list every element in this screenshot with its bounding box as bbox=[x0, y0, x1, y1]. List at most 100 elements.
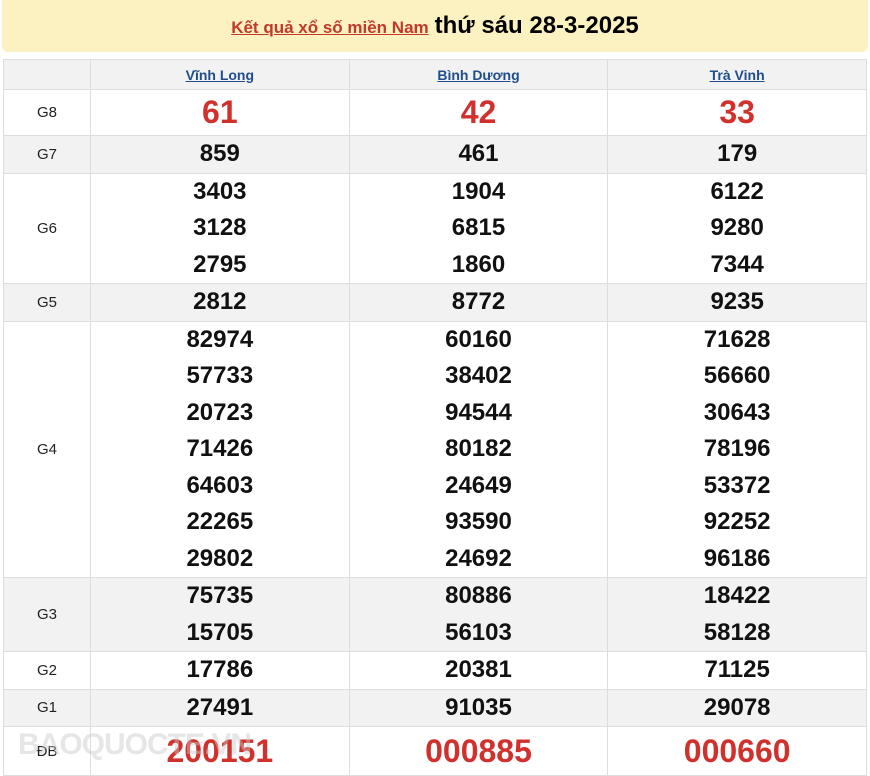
prize-row-6: G2 17786 20381 71125 bbox=[3, 651, 867, 690]
prize-number: 42 bbox=[460, 94, 497, 131]
prize-label: ĐB bbox=[3, 726, 91, 776]
prize-number: 30643 bbox=[703, 398, 771, 426]
province-header: Vĩnh Long bbox=[90, 59, 350, 90]
prize-label: G1 bbox=[3, 688, 91, 727]
prize-cell: 179 bbox=[607, 135, 867, 174]
prize-number: 60160 bbox=[445, 325, 512, 353]
prize-label: G6 bbox=[3, 172, 91, 284]
prize-number: 29078 bbox=[703, 693, 771, 721]
prize-number: 8772 bbox=[451, 288, 506, 315]
prize-label: G4 bbox=[3, 320, 91, 578]
prize-cell: 71125 bbox=[607, 651, 867, 690]
watermark: BAOQUOCTE.VN bbox=[18, 728, 252, 761]
prize-number: 27491 bbox=[186, 693, 254, 721]
prize-number: 29802 bbox=[186, 544, 254, 572]
prize-number: 000660 bbox=[683, 732, 791, 769]
prize-number: 24692 bbox=[445, 544, 512, 572]
prize-number: 2812 bbox=[193, 288, 247, 315]
prize-number: 7344 bbox=[710, 250, 764, 278]
prize-number: 859 bbox=[199, 140, 240, 167]
prize-cell: 29078 bbox=[607, 688, 867, 727]
prize-number: 75735 bbox=[186, 582, 254, 609]
prize-cell: 82974 57733 20723 71426 64603 22265 29802 bbox=[90, 320, 350, 578]
prize-number: 200151 bbox=[166, 732, 274, 769]
prize-number: 1904 bbox=[451, 177, 506, 205]
prize-cell: 461 bbox=[348, 135, 609, 174]
prize-number: 91035 bbox=[445, 693, 512, 721]
draw-date: thứ sáu 28-3-2025 bbox=[434, 12, 639, 39]
results-link[interactable]: Kết quả xổ số miền Nam bbox=[231, 18, 429, 37]
prize-cell: 200151 bbox=[90, 726, 350, 776]
header-blank bbox=[3, 59, 91, 90]
prize-number: 33 bbox=[719, 94, 755, 131]
prize-cell: 75735 15705 bbox=[90, 577, 350, 652]
prize-cell: 9235 bbox=[607, 283, 867, 322]
prize-number: 18422 bbox=[703, 582, 771, 609]
prize-number: 56103 bbox=[445, 618, 512, 646]
prize-row-4: G4 82974 57733 20723 71426 64603 22265 29802 601… bbox=[3, 320, 867, 578]
prize-row-8: ĐB 200151 000885 000660 bbox=[3, 726, 867, 776]
prize-label: G2 bbox=[3, 651, 91, 690]
prize-cell: 1904 6815 1860 bbox=[348, 172, 609, 284]
prize-number: 6815 bbox=[451, 214, 506, 241]
prize-number: 24649 bbox=[445, 471, 512, 499]
prize-cell: 42 bbox=[348, 89, 609, 136]
prize-cell: 8772 bbox=[348, 283, 609, 322]
prize-number: 71125 bbox=[704, 656, 770, 683]
prize-number: 53372 bbox=[703, 471, 771, 499]
prize-number: 93590 bbox=[445, 508, 512, 535]
prize-row-0: G8 61 42 33 bbox=[3, 89, 867, 136]
prize-cell: 20381 bbox=[348, 651, 609, 690]
prize-cell: 27491 bbox=[90, 688, 350, 727]
prize-row-5: G3 75735 15705 80886 56103 18422 58128 bbox=[3, 577, 867, 652]
prize-label: G3 bbox=[3, 577, 91, 652]
province-link[interactable]: Trà Vinh bbox=[709, 66, 765, 83]
prize-number: 64603 bbox=[186, 471, 254, 499]
prize-number: 61 bbox=[202, 94, 238, 131]
prize-number: 82974 bbox=[186, 325, 254, 353]
prize-number: 96186 bbox=[703, 544, 771, 572]
prize-row-7: G1 27491 91035 29078 bbox=[3, 688, 867, 727]
prize-number: 3403 bbox=[193, 177, 247, 205]
prize-number: 58128 bbox=[703, 618, 771, 646]
prize-cell: 859 bbox=[90, 135, 350, 174]
prize-number: 6122 bbox=[710, 177, 764, 205]
prize-number: 461 bbox=[458, 140, 499, 167]
prize-row-1: G7 859 461 179 bbox=[3, 135, 867, 174]
province-link[interactable]: Bình Dương bbox=[437, 66, 520, 83]
prize-number: 80182 bbox=[445, 435, 512, 462]
prize-cell: 33 bbox=[607, 89, 867, 136]
prize-number: 9280 bbox=[710, 214, 764, 241]
prize-number: 94544 bbox=[445, 398, 512, 426]
prize-cell: 17786 bbox=[90, 651, 350, 690]
prize-cell: 2812 bbox=[90, 283, 350, 322]
prize-number: 57733 bbox=[186, 362, 254, 389]
prize-number: 92252 bbox=[703, 508, 771, 535]
prize-cell: 60160 38402 94544 80182 24649 93590 24692 bbox=[348, 320, 609, 578]
prize-label: G5 bbox=[3, 283, 91, 322]
province-link[interactable]: Vĩnh Long bbox=[185, 66, 255, 83]
prize-number: 56660 bbox=[703, 362, 771, 389]
prize-number: 22265 bbox=[186, 508, 254, 535]
prize-number: 17786 bbox=[186, 656, 254, 683]
results-title: Kết quả xổ số miền Nam thứ sáu 28-3-2025 bbox=[2, 0, 868, 52]
prize-cell: 000885 bbox=[348, 726, 609, 776]
prize-cell: 3403 3128 2795 bbox=[90, 172, 350, 284]
province-header: Trà Vinh bbox=[607, 59, 867, 90]
prize-cell: 18422 58128 bbox=[607, 577, 867, 652]
prize-number: 3128 bbox=[193, 214, 247, 241]
prize-number: 000885 bbox=[425, 732, 532, 769]
prize-number: 71628 bbox=[703, 325, 771, 353]
prize-number: 2795 bbox=[193, 250, 247, 278]
prize-cell: 000660 bbox=[607, 726, 867, 776]
prize-number: 71426 bbox=[186, 435, 254, 462]
prize-cell: 6122 9280 7344 bbox=[607, 172, 867, 284]
prize-number: 38402 bbox=[445, 362, 512, 389]
prize-number: 20381 bbox=[445, 656, 512, 683]
prize-label: G7 bbox=[3, 135, 91, 174]
prize-number: 78196 bbox=[703, 435, 771, 462]
prize-cell: 80886 56103 bbox=[348, 577, 609, 652]
prize-cell: 61 bbox=[90, 89, 350, 136]
prize-number: 20723 bbox=[186, 398, 254, 426]
prize-number: 1860 bbox=[451, 250, 506, 278]
